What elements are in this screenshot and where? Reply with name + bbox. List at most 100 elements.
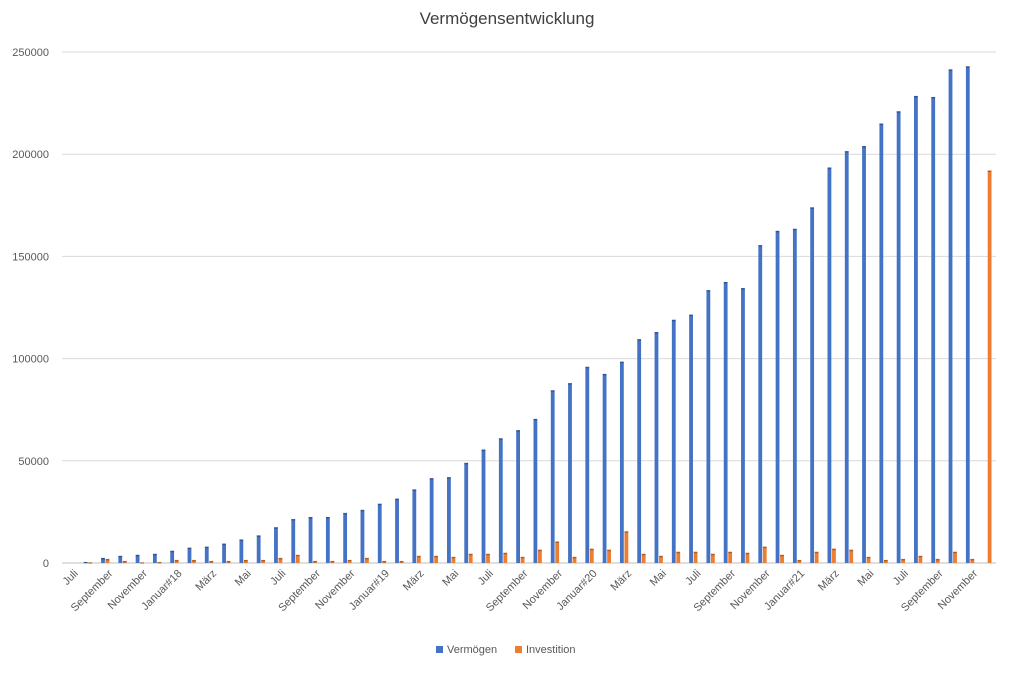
bar-top-edge	[624, 531, 629, 533]
bar-top-edge	[157, 561, 162, 564]
bar	[83, 561, 88, 563]
bar-top-edge	[619, 361, 624, 364]
bar	[537, 549, 542, 563]
bar	[382, 560, 387, 563]
x-tick-label: Juli	[61, 568, 81, 588]
bar	[343, 512, 348, 563]
bar-top-edge	[122, 560, 127, 563]
bar	[105, 558, 110, 563]
bar	[568, 383, 572, 563]
bar	[429, 478, 434, 563]
bar-top-edge	[105, 558, 110, 561]
bar	[399, 560, 404, 563]
bar	[741, 288, 745, 563]
bar	[827, 167, 832, 563]
bar	[797, 559, 802, 563]
bar	[451, 556, 456, 563]
bar-top-edge	[395, 498, 399, 501]
bar-top-edge	[365, 557, 369, 560]
bar-top-edge	[728, 551, 733, 554]
bar	[935, 558, 940, 563]
bar	[313, 560, 317, 563]
bar	[780, 554, 784, 563]
legend-label: Vermögen	[447, 644, 497, 656]
bar	[140, 562, 144, 563]
bar-top-edge	[256, 535, 261, 537]
bar-top-edge	[486, 553, 490, 556]
bar	[901, 558, 906, 563]
bar	[135, 554, 140, 563]
bar-top-edge	[399, 560, 404, 563]
gridlines	[62, 51, 996, 564]
bar	[814, 551, 819, 563]
y-tick-label: 50000	[18, 456, 49, 468]
bar-top-edge	[810, 207, 815, 209]
bar	[520, 556, 525, 563]
bar	[226, 560, 231, 563]
bar-top-edge	[412, 489, 417, 491]
bar-top-edge	[762, 546, 767, 549]
x-tick-label: Mai	[440, 568, 461, 589]
bar	[931, 96, 936, 563]
bar-top-edge	[568, 383, 572, 385]
bar-top-edge	[641, 553, 646, 556]
bar-top-edge	[118, 555, 123, 558]
y-tick-label: 200000	[12, 149, 49, 161]
bar	[377, 503, 382, 563]
bar	[832, 548, 836, 563]
bar	[192, 559, 196, 563]
bar-top-edge	[931, 96, 936, 99]
bar	[365, 557, 369, 563]
bar	[918, 555, 923, 563]
bar-top-edge	[689, 314, 693, 317]
bar	[274, 527, 278, 563]
bar	[619, 361, 624, 563]
x-tick-label: März	[401, 568, 427, 594]
bar-top-edge	[468, 553, 473, 556]
bar-top-edge	[170, 550, 175, 553]
bar-top-edge	[537, 549, 542, 552]
bar	[325, 517, 330, 563]
bar-top-edge	[602, 373, 607, 376]
bar	[434, 555, 439, 563]
bar-top-edge	[140, 562, 144, 564]
bar	[866, 556, 871, 563]
bar	[953, 551, 957, 563]
bar-top-edge	[429, 478, 434, 480]
bar	[849, 549, 854, 563]
bar-top-edge	[226, 560, 231, 563]
bar-top-edge	[278, 557, 283, 560]
bar	[637, 339, 642, 563]
bar	[641, 553, 646, 563]
bar-top-edge	[360, 509, 365, 512]
legend: Vermögen Investition	[436, 644, 576, 656]
bar	[256, 535, 261, 563]
bar-top-edge	[187, 547, 192, 550]
bar-top-edge	[607, 549, 611, 552]
bar	[464, 462, 469, 563]
bar-top-edge	[343, 512, 348, 515]
bar	[152, 553, 157, 563]
bar	[157, 561, 162, 563]
bar	[693, 551, 698, 563]
bar	[659, 555, 663, 563]
bar	[278, 557, 283, 563]
bar-top-edge	[827, 167, 832, 169]
bar	[412, 489, 417, 563]
bar-top-edge	[659, 555, 663, 558]
x-tick-label: Juli	[683, 568, 703, 588]
bar-top-edge	[416, 555, 421, 558]
bar-top-edge	[377, 503, 382, 506]
series-1	[83, 66, 970, 564]
bar	[862, 146, 866, 564]
bar-top-edge	[209, 560, 214, 563]
x-tick-label: Mai	[855, 568, 876, 589]
bar	[118, 555, 123, 563]
bar-top-edge	[83, 561, 88, 564]
bar-top-edge	[572, 556, 577, 559]
bar	[555, 541, 560, 563]
bar-top-edge	[447, 477, 451, 479]
bar	[689, 314, 693, 563]
